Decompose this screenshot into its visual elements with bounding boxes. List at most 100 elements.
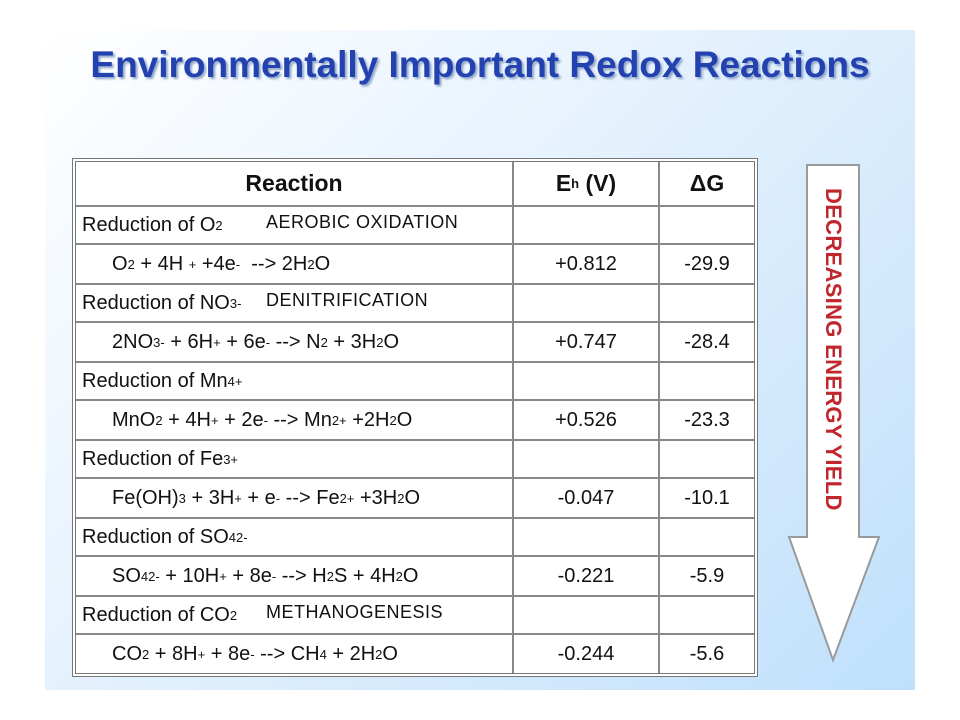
text-segment: +2H bbox=[346, 408, 390, 431]
dg-cell: -5.6 bbox=[689, 642, 725, 665]
text-segment: - bbox=[250, 646, 255, 662]
annotation: AEROBIC OXIDATION bbox=[262, 210, 463, 235]
heading-row: Reduction of CO 2 METHANOGENESIS bbox=[76, 595, 754, 633]
text-segment: + bbox=[197, 646, 206, 662]
empty-cell bbox=[514, 285, 660, 321]
text-segment: 2 bbox=[395, 568, 403, 584]
heading-cell: Reduction of Fe 3+ bbox=[76, 441, 514, 477]
text-segment: 2- bbox=[235, 529, 248, 545]
heading-cell: Reduction of NO 3- DENITRIFICATION bbox=[76, 285, 514, 321]
annotation: METHANOGENESIS bbox=[262, 600, 448, 625]
text-segment: + bbox=[210, 412, 219, 428]
dg-cell: -23.3 bbox=[684, 408, 730, 431]
text-segment: Reduction of O bbox=[82, 213, 216, 236]
text-segment: --> 2H bbox=[240, 252, 308, 275]
heading-row: Reduction of O 2 AEROBIC OXIDATION bbox=[76, 205, 754, 243]
text-segment: Reduction of CO bbox=[82, 603, 230, 626]
text-segment: CO bbox=[112, 642, 142, 665]
text-segment: 3 bbox=[229, 295, 238, 311]
eh-cell: +0.747 bbox=[514, 323, 660, 361]
text-segment: - bbox=[275, 490, 281, 506]
header-cell: ΔG bbox=[660, 162, 754, 205]
eh-cell: -0.244 bbox=[514, 635, 660, 673]
text-segment: 2 bbox=[326, 568, 334, 584]
dg-cell: -5.9 bbox=[689, 564, 725, 587]
text-segment: + 8e bbox=[205, 642, 251, 665]
text-segment: Reduction of Mn bbox=[82, 369, 228, 392]
equation-cell: Fe(OH) 3 + 3H + + e- --> Fe 2+ +3H 2 O bbox=[76, 479, 514, 517]
text-segment: + 6H bbox=[164, 330, 214, 353]
text-segment: + 8H bbox=[149, 642, 198, 665]
heading-row: Reduction of Mn 4+ bbox=[76, 361, 754, 399]
text-segment: + 4H bbox=[162, 408, 211, 431]
text-segment: +3H bbox=[354, 486, 398, 509]
empty-cell bbox=[660, 207, 754, 243]
text-segment: 2 bbox=[127, 256, 135, 272]
text-segment: + 8e bbox=[226, 564, 272, 587]
text-segment: + 3H bbox=[185, 486, 235, 509]
heading-cell: Reduction of CO 2 METHANOGENESIS bbox=[76, 597, 514, 633]
text-segment: 2 bbox=[229, 607, 238, 623]
text-segment: --> Fe bbox=[280, 486, 340, 509]
header-cell: Reaction bbox=[76, 162, 514, 205]
text-segment: + bbox=[213, 334, 221, 350]
empty-cell bbox=[660, 519, 754, 555]
text-segment: 2 bbox=[320, 334, 328, 350]
text-segment: 2 bbox=[215, 217, 223, 233]
empty-cell bbox=[660, 285, 754, 321]
down-arrow bbox=[787, 164, 881, 663]
text-segment: - bbox=[160, 334, 165, 350]
text-segment: 2 bbox=[389, 412, 397, 428]
text-segment: 2 bbox=[397, 490, 405, 506]
text-segment: + e bbox=[241, 486, 276, 509]
text-segment: 2 bbox=[155, 412, 163, 428]
text-segment: - bbox=[265, 334, 271, 350]
text-segment: + 2e bbox=[218, 408, 264, 431]
text-segment: 2 bbox=[307, 256, 315, 272]
text-segment: + bbox=[219, 568, 227, 584]
text-segment: +4e bbox=[196, 252, 236, 275]
text-segment: Fe(OH) bbox=[112, 486, 179, 509]
text-segment: SO bbox=[112, 564, 141, 587]
heading-cell: Reduction of SO 4 2- bbox=[76, 519, 514, 555]
text-segment: O bbox=[314, 252, 331, 275]
text-segment: O bbox=[112, 252, 128, 275]
text-segment: h bbox=[571, 176, 580, 191]
text-segment: - bbox=[235, 256, 241, 272]
text-segment: MnO bbox=[112, 408, 156, 431]
text-segment: O bbox=[396, 408, 413, 431]
equation-row: CO 2 + 8H + + 8e - --> CH 4 + 2H 2 O -0.244 -5.6 bbox=[76, 633, 754, 673]
annotation: DENITRIFICATION bbox=[262, 288, 433, 313]
empty-cell bbox=[514, 363, 660, 399]
text-segment: Reduction of Fe bbox=[82, 447, 224, 470]
text-segment: + 2H bbox=[326, 642, 376, 665]
empty-cell bbox=[514, 597, 660, 633]
equation-row: Fe(OH) 3 + 3H + + e- --> Fe 2+ +3H 2 O -0.047-… bbox=[76, 477, 754, 517]
equation-row: MnO 2 + 4H + + 2e - --> Mn 2+ +2H 2 O +0.526 -23… bbox=[76, 399, 754, 439]
empty-cell bbox=[660, 597, 754, 633]
text-segment: 4 bbox=[140, 568, 149, 584]
text-segment: + 6e bbox=[220, 330, 266, 353]
text-segment: + 3H bbox=[327, 330, 377, 353]
text-segment: 2 bbox=[375, 646, 383, 662]
text-segment: 3 bbox=[178, 490, 186, 506]
equation-cell: MnO 2 + 4H + + 2e - --> Mn 2+ +2H 2 O bbox=[76, 401, 514, 439]
text-segment: 2 bbox=[142, 646, 150, 662]
text-segment: --> Mn bbox=[267, 408, 332, 431]
text-segment: E bbox=[555, 170, 572, 196]
text-segment: --> CH bbox=[254, 642, 320, 665]
text-segment: Reduction of SO bbox=[82, 525, 229, 548]
text-segment: 2- bbox=[148, 568, 160, 584]
text-segment: O bbox=[383, 330, 399, 353]
text-segment: + 10H bbox=[159, 564, 220, 587]
text-segment: 4+ bbox=[227, 373, 243, 389]
